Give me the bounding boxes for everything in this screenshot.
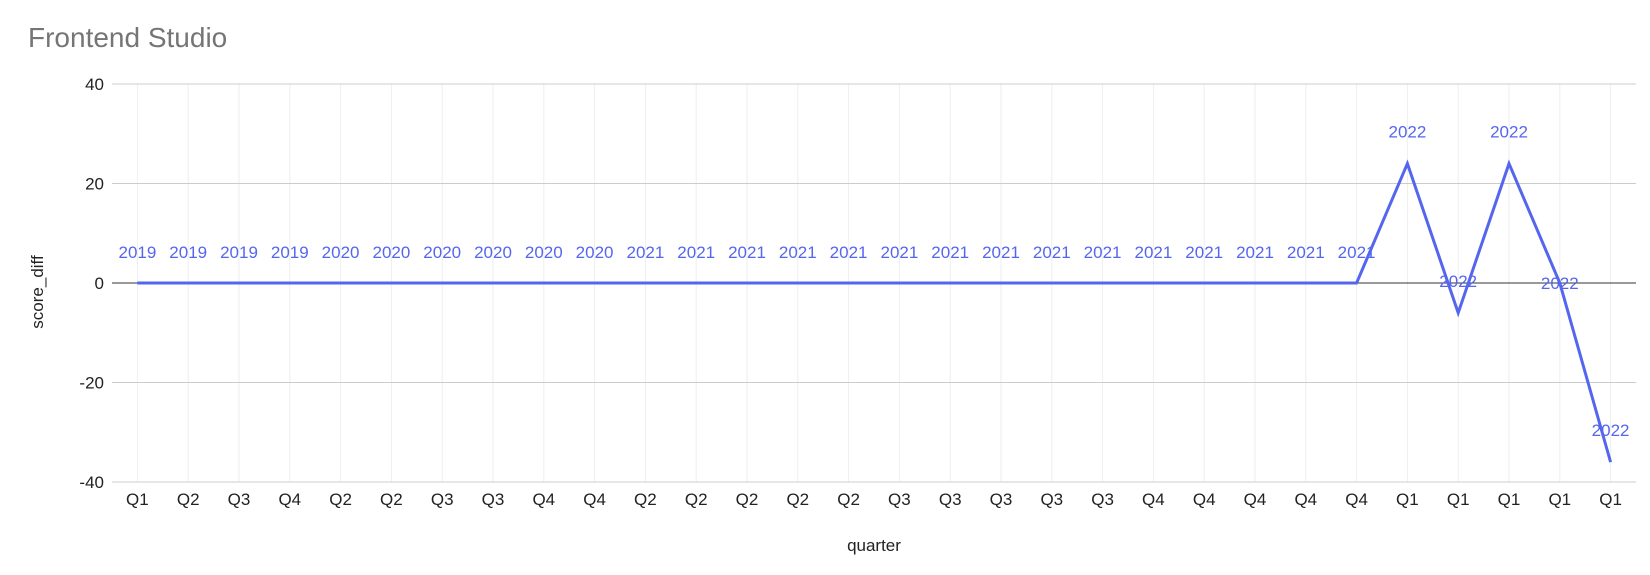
data-label: 2019 [220, 243, 258, 262]
data-labels-layer: 2019 2019 2019 2019 2020 2020 2020 2020 2020 2020… [118, 123, 1629, 441]
data-label: 2020 [322, 243, 360, 262]
data-label: 2019 [118, 243, 156, 262]
data-label: 2021 [1338, 243, 1376, 262]
x-tick-label: Q2 [736, 490, 759, 509]
x-tick-label: Q4 [1142, 490, 1165, 509]
x-tick-label: Q2 [177, 490, 200, 509]
x-tick-label: Q3 [888, 490, 911, 509]
x-tick-label: Q1 [1498, 490, 1521, 509]
y-axis-ticks: 40 20 0 -20 -40 [79, 75, 104, 492]
data-label: 2021 [1185, 243, 1223, 262]
y-tick-label: 20 [85, 175, 104, 194]
x-tick-label: Q3 [482, 490, 505, 509]
data-label: 2022 [1541, 274, 1579, 293]
y-tick-label: 0 [95, 274, 104, 293]
data-label: 2022 [1439, 272, 1477, 291]
x-tick-label: Q3 [228, 490, 251, 509]
chart-title: Frontend Studio [28, 22, 228, 53]
y-tick-label: -40 [79, 473, 104, 492]
x-tick-label: Q1 [1447, 490, 1470, 509]
x-tick-label: Q4 [1294, 490, 1317, 509]
data-label: 2019 [169, 243, 207, 262]
y-axis-title: score_diff [28, 255, 47, 329]
data-label: 2022 [1490, 123, 1528, 142]
data-label: 2020 [372, 243, 410, 262]
data-label: 2021 [626, 243, 664, 262]
x-tick-label: Q4 [278, 490, 301, 509]
data-label: 2021 [830, 243, 868, 262]
x-tick-label: Q1 [1396, 490, 1419, 509]
data-label: 2020 [423, 243, 461, 262]
data-label: 2020 [525, 243, 563, 262]
x-axis-title: quarter [847, 536, 901, 555]
x-axis-ticks: Q1 Q2 Q3 Q4 Q2 Q2 Q3 Q3 Q4 Q4 Q2 Q2 Q2 Q2 Q2 Q3 Q3 Q3 Q3 Q3… [126, 490, 1622, 509]
data-label: 2021 [1134, 243, 1172, 262]
data-label: 2022 [1388, 123, 1426, 142]
data-label: 2022 [1592, 421, 1630, 440]
series-layer [137, 159, 1613, 463]
data-label: 2021 [1033, 243, 1071, 262]
data-label: 2021 [1236, 243, 1274, 262]
x-tick-label: Q4 [1345, 490, 1368, 509]
y-tick-label: -20 [79, 374, 104, 393]
x-tick-label: Q3 [431, 490, 454, 509]
x-tick-label: Q2 [837, 490, 860, 509]
x-tick-label: Q4 [583, 490, 606, 509]
x-tick-label: Q2 [685, 490, 708, 509]
x-tick-label: Q4 [1244, 490, 1267, 509]
x-tick-label: Q2 [380, 490, 403, 509]
x-tick-label: Q3 [990, 490, 1013, 509]
data-label: 2021 [677, 243, 715, 262]
data-label: 2021 [1287, 243, 1325, 262]
data-label: 2021 [728, 243, 766, 262]
y-tick-label: 40 [85, 75, 104, 94]
data-label: 2021 [1084, 243, 1122, 262]
x-tick-label: Q3 [1091, 490, 1114, 509]
data-label: 2019 [271, 243, 309, 262]
series-line [137, 159, 1613, 463]
data-label: 2020 [474, 243, 512, 262]
x-tick-label: Q2 [634, 490, 657, 509]
x-tick-label: Q1 [1548, 490, 1571, 509]
data-label: 2021 [779, 243, 817, 262]
x-tick-label: Q2 [329, 490, 352, 509]
x-tick-label: Q4 [532, 490, 555, 509]
data-label: 2021 [982, 243, 1020, 262]
data-label: 2020 [576, 243, 614, 262]
x-tick-label: Q2 [786, 490, 809, 509]
x-tick-label: Q3 [939, 490, 962, 509]
data-label: 2021 [931, 243, 969, 262]
x-tick-label: Q1 [1599, 490, 1622, 509]
x-tick-label: Q3 [1040, 490, 1063, 509]
x-tick-label: Q4 [1193, 490, 1216, 509]
data-label: 2021 [880, 243, 918, 262]
x-tick-label: Q1 [126, 490, 149, 509]
